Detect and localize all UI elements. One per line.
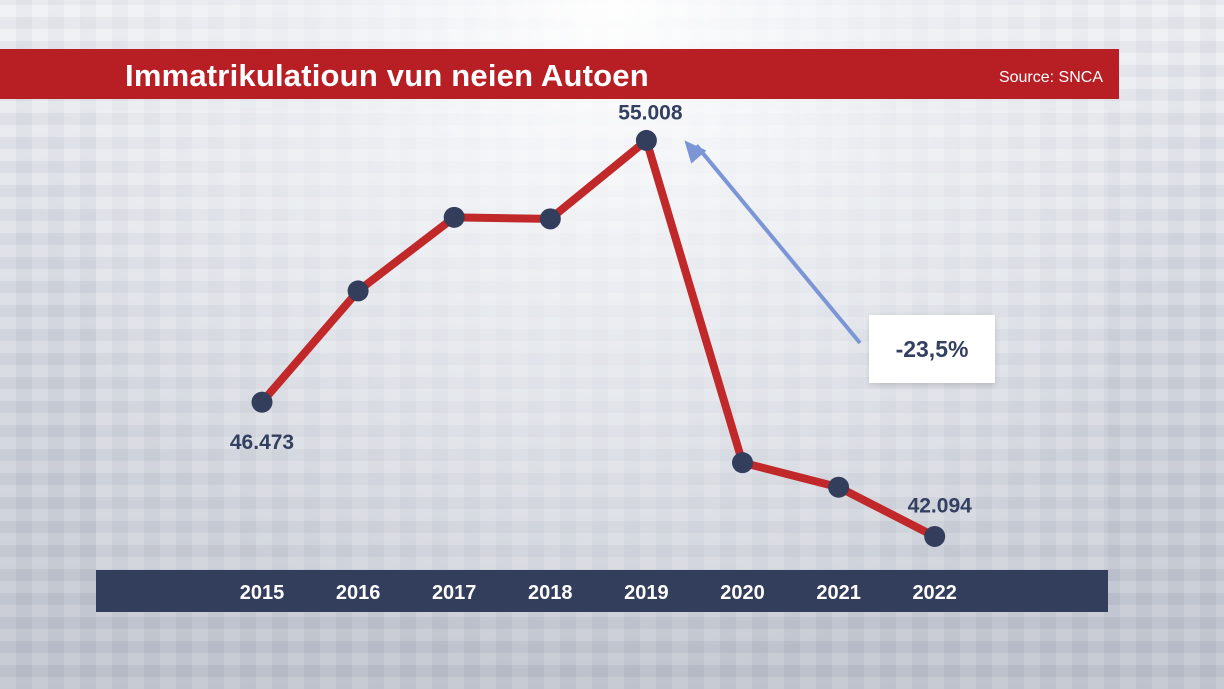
data-label-2015: 46.473 <box>230 431 294 454</box>
source-label: Source: SNCA <box>998 69 1103 86</box>
x-tick-2020: 2020 <box>720 582 765 604</box>
x-axis-bar <box>96 570 1108 612</box>
series-line-group <box>258 136 939 541</box>
change-annotation-box: -23,5% <box>869 315 995 383</box>
data-point-2016 <box>347 280 369 302</box>
title-bar: Immatrikulatioun vun neien Autoen Source… <box>0 49 1119 99</box>
x-axis-ticks: 2015 2016 2017 2018 2019 2020 2021 2022 <box>240 582 957 604</box>
data-point-2019 <box>635 129 657 151</box>
chart-title: Immatrikulatioun vun neien Autoen <box>125 58 649 93</box>
data-point-2015 <box>251 391 273 413</box>
data-label-2019: 55.008 <box>618 101 683 124</box>
data-labels-group: 46.473 55.008 42.094 <box>230 101 972 517</box>
series-line <box>258 136 939 541</box>
data-point-2018 <box>539 208 561 230</box>
change-arrow-group <box>684 140 862 345</box>
data-point-2022 <box>924 525 946 547</box>
markers-group <box>251 129 946 547</box>
x-tick-2021: 2021 <box>816 582 861 604</box>
x-tick-2017: 2017 <box>432 582 477 604</box>
data-point-2020 <box>732 452 753 474</box>
x-tick-2018: 2018 <box>528 582 573 604</box>
change-arrow-head <box>684 140 707 164</box>
x-tick-2016: 2016 <box>336 582 381 604</box>
change-annotation-label: -23,5% <box>895 335 969 362</box>
change-arrow-shaft <box>694 144 862 345</box>
x-tick-2022: 2022 <box>912 582 957 604</box>
x-tick-2015: 2015 <box>240 582 285 604</box>
data-point-2017 <box>443 206 465 228</box>
x-tick-2019: 2019 <box>624 582 669 604</box>
data-point-2021 <box>828 476 850 498</box>
data-label-2022: 42.094 <box>908 494 973 517</box>
